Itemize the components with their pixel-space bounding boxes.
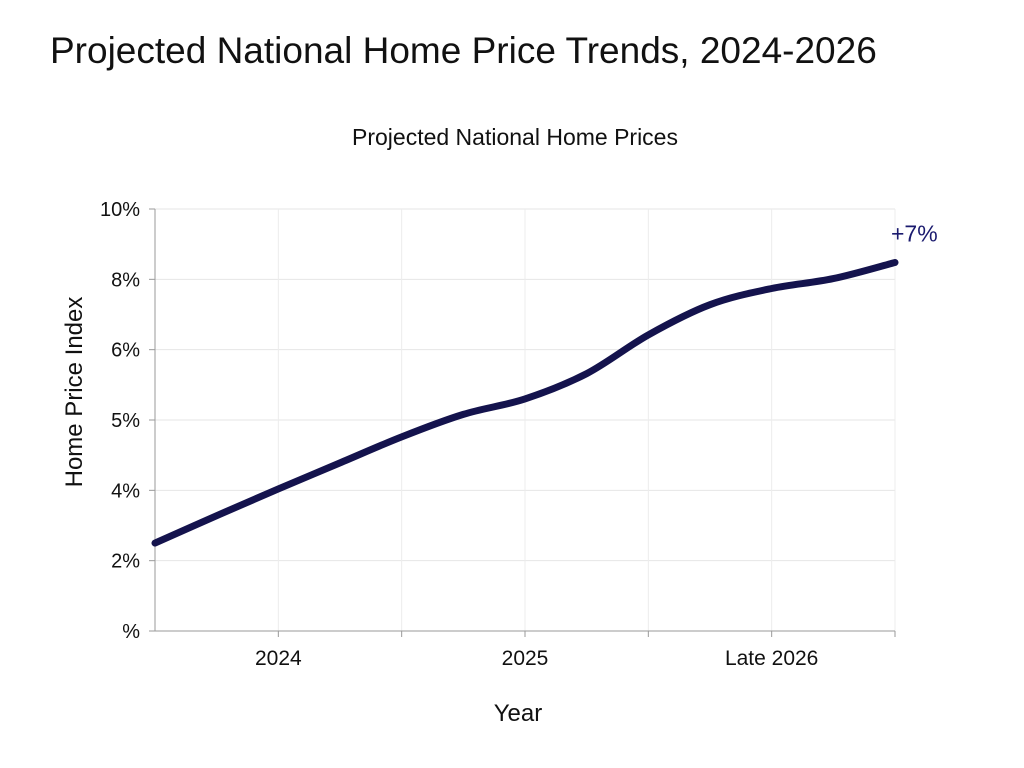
x-tick-label: 2025 — [502, 647, 549, 670]
data-point — [586, 373, 588, 375]
y-tick-label: 10% — [100, 199, 140, 221]
y-tick-label: 5% — [111, 410, 140, 432]
data-point — [709, 304, 711, 306]
y-tick-label: 4% — [111, 480, 140, 502]
chart-title: Projected National Home Prices — [352, 124, 678, 150]
data-point — [154, 542, 156, 544]
data-point — [647, 334, 649, 336]
series-layer — [151, 259, 899, 547]
data-point — [401, 436, 403, 438]
x-axis-title: Year — [494, 700, 543, 727]
y-tick-label: 2% — [111, 551, 140, 573]
x-tick-label: Late 2026 — [725, 647, 818, 670]
x-tick-label: 2024 — [255, 647, 302, 670]
data-point — [771, 287, 773, 289]
y-axis-title: Home Price Index — [61, 297, 88, 488]
grid — [155, 208, 896, 632]
tick-labels: % 2% 4% 5% 6% 8% 10% 2024 2025 Late 2026 — [100, 199, 818, 670]
data-point — [339, 462, 341, 464]
y-tick-label: % — [122, 621, 140, 643]
axes — [149, 208, 896, 637]
data-point — [277, 488, 279, 490]
page-title: Projected National Home Price Trends, 20… — [50, 30, 877, 71]
y-tick-label: 6% — [111, 340, 140, 362]
data-point — [524, 398, 526, 400]
end-value-annotation: +7% — [891, 220, 938, 246]
data-point — [462, 413, 464, 415]
data-point — [216, 515, 218, 517]
data-point — [894, 261, 896, 263]
annotation-layer: +7% — [891, 220, 938, 246]
y-tick-label: 8% — [111, 269, 140, 291]
data-point — [832, 278, 834, 280]
